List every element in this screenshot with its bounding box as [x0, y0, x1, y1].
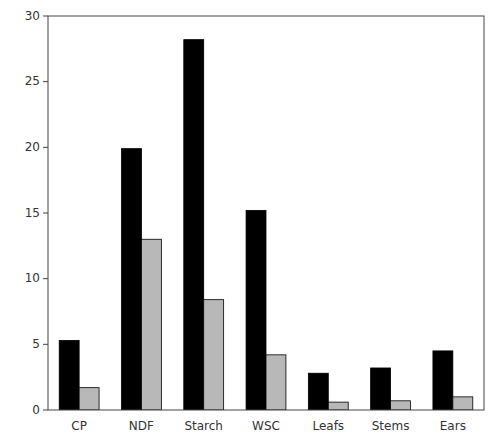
bar — [433, 351, 453, 410]
y-tick-label: 10 — [25, 271, 40, 285]
y-tick — [43, 278, 48, 279]
y-tick-label: 5 — [32, 337, 40, 351]
bar — [453, 397, 473, 410]
y-tick — [43, 344, 48, 345]
bars — [59, 40, 473, 410]
y-tick — [43, 410, 48, 411]
bar — [79, 388, 99, 410]
chart-container: 0 5 10 15 20 25 30 CP NDF Starch WSC Leafs Stems Ears — [0, 0, 500, 446]
y-tick-label: 25 — [25, 74, 40, 88]
chart: 0 5 10 15 20 25 30 CP NDF Starch WSC Leafs Stems Ears — [0, 0, 500, 446]
bar — [121, 149, 141, 410]
plot-frame — [48, 16, 484, 410]
x-tick-label: NDF — [129, 419, 154, 433]
y-tick-label: 30 — [25, 9, 40, 23]
bar — [308, 373, 328, 410]
x-tick-label: CP — [71, 419, 87, 433]
y-tick-label: 20 — [25, 140, 40, 154]
bar — [371, 368, 391, 410]
y-tick — [43, 147, 48, 148]
x-tick-label: WSC — [252, 419, 280, 433]
bar — [266, 355, 286, 410]
x-tick-label: Starch — [184, 419, 223, 433]
bar — [141, 239, 161, 410]
bar — [391, 401, 411, 410]
x-tick-label: Leafs — [312, 419, 344, 433]
bar — [204, 300, 224, 410]
bar — [184, 40, 204, 410]
x-tick-label: Stems — [372, 419, 410, 433]
y-tick — [43, 16, 48, 17]
y-tick-label: 0 — [32, 403, 40, 417]
bar — [328, 402, 348, 410]
x-tick-label: Ears — [440, 419, 466, 433]
bar — [246, 210, 266, 410]
y-tick — [43, 213, 48, 214]
bar — [59, 340, 79, 410]
y-axis: 0 5 10 15 20 25 30 — [25, 9, 48, 417]
x-axis: CP NDF Starch WSC Leafs Stems Ears — [71, 419, 466, 433]
y-tick-label: 15 — [25, 206, 40, 220]
y-tick — [43, 81, 48, 82]
